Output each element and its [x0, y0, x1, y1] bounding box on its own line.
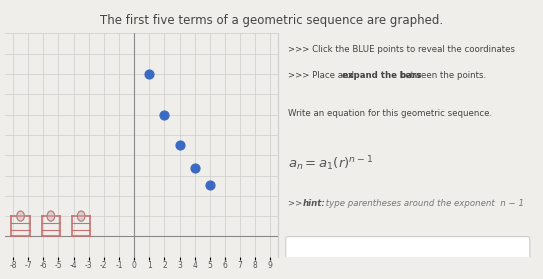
Circle shape	[77, 211, 85, 221]
Text: type parentheses around the exponent  n − 1: type parentheses around the exponent n −…	[324, 199, 525, 208]
Text: $a_n = a_1(r)^{n-1}$: $a_n = a_1(r)^{n-1}$	[288, 154, 374, 173]
Text: The first five terms of a geometric sequence are graphed.: The first five terms of a geometric sequ…	[100, 14, 443, 27]
FancyBboxPatch shape	[452, 272, 535, 279]
Point	[145, 72, 154, 76]
Point	[160, 112, 169, 117]
Point	[205, 183, 214, 187]
Text: between the points.: between the points.	[397, 71, 487, 80]
Circle shape	[47, 211, 55, 221]
Point	[191, 166, 199, 170]
FancyBboxPatch shape	[286, 272, 325, 279]
Text: expand the bars: expand the bars	[342, 71, 421, 80]
Text: hint:: hint:	[302, 199, 325, 208]
Text: >>: >>	[288, 199, 305, 208]
FancyBboxPatch shape	[286, 237, 530, 266]
Text: >>> Click the BLUE points to reveal the coordinates: >>> Click the BLUE points to reveal the …	[288, 45, 515, 54]
Point	[175, 143, 184, 147]
Circle shape	[17, 211, 24, 221]
Text: >>> Place and: >>> Place and	[288, 71, 357, 80]
Text: Write an equation for this geometric sequence.: Write an equation for this geometric seq…	[288, 109, 493, 118]
